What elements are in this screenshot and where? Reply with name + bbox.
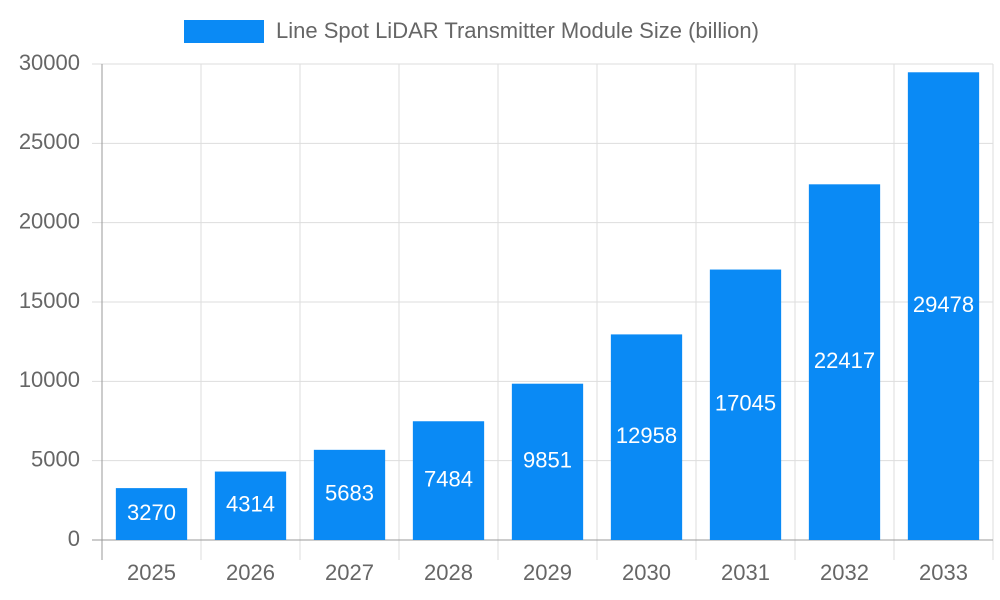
- x-tick-label: 2031: [721, 560, 770, 585]
- value-label: 5683: [325, 481, 374, 506]
- value-label: 17045: [715, 391, 776, 416]
- x-tick-label: 2027: [325, 560, 374, 585]
- value-label: 7484: [424, 466, 473, 491]
- value-label: 9851: [523, 448, 572, 473]
- y-tick-label: 10000: [19, 367, 80, 392]
- y-tick-label: 25000: [19, 129, 80, 154]
- bar: [412, 421, 485, 540]
- bar: [313, 449, 386, 540]
- value-label: 22417: [814, 348, 875, 373]
- legend-label: Line Spot LiDAR Transmitter Module Size …: [276, 18, 759, 43]
- bar: [610, 334, 683, 540]
- value-label: 12958: [616, 423, 677, 448]
- x-tick-label: 2028: [424, 560, 473, 585]
- y-tick-label: 5000: [31, 446, 80, 471]
- bar: [907, 72, 980, 540]
- x-tick-label: 2033: [919, 560, 968, 585]
- x-tick-label: 2029: [523, 560, 572, 585]
- x-tick-label: 2026: [226, 560, 275, 585]
- bar: [115, 488, 188, 540]
- bar: [214, 471, 287, 540]
- bar: [511, 383, 584, 540]
- x-tick-label: 2025: [127, 560, 176, 585]
- y-tick-label: 0: [68, 526, 80, 551]
- y-tick-label: 15000: [19, 288, 80, 313]
- y-tick-label: 30000: [19, 50, 80, 75]
- bar: [808, 184, 881, 540]
- x-tick-label: 2032: [820, 560, 869, 585]
- value-label: 29478: [913, 292, 974, 317]
- value-label: 3270: [127, 500, 176, 525]
- x-tick-label: 2030: [622, 560, 671, 585]
- y-tick-label: 20000: [19, 208, 80, 233]
- bar: [709, 269, 782, 540]
- legend-swatch: [184, 20, 264, 43]
- value-label: 4314: [226, 492, 275, 517]
